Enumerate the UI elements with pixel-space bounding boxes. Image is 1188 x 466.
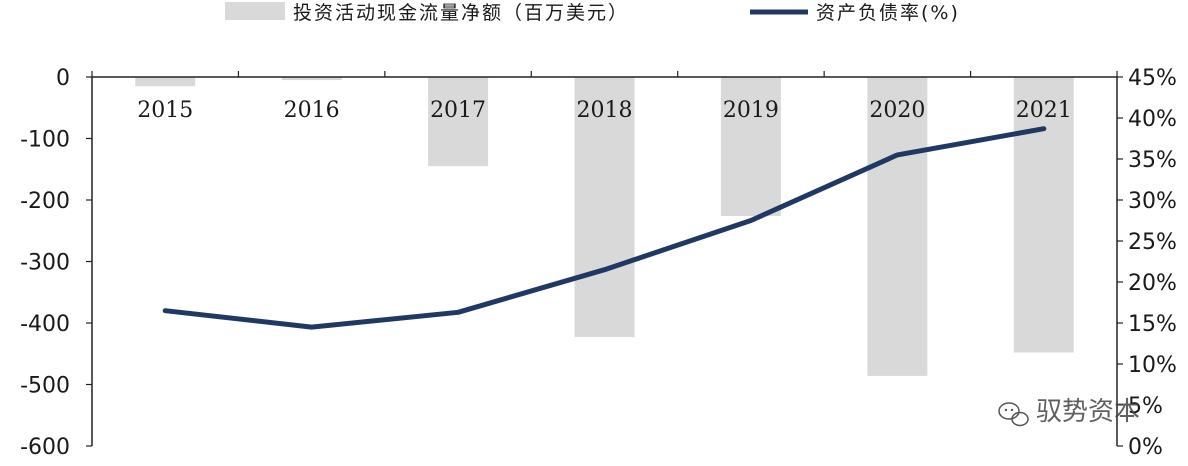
right-axis-tick-label: 40% [1128, 107, 1177, 132]
line-series [162, 126, 1047, 330]
left-axis-tick-label: -200 [20, 189, 70, 214]
legend: 投资活动现金流量净额（百万美元） 资产负债率(%) [225, 2, 960, 24]
right-axis-tick-label: 30% [1128, 189, 1177, 214]
category-label-2018: 2018 [577, 98, 633, 123]
bar-2017 [428, 77, 489, 167]
bar-2016 [281, 77, 342, 81]
bar-2021 [1013, 77, 1074, 353]
category-label-2017: 2017 [430, 98, 486, 123]
bar-series [135, 77, 1074, 376]
wechat-icon [998, 402, 1029, 427]
left-axis-tick-label: -100 [20, 128, 70, 153]
category-labels: 2015 2016 2017 2018 2019 2020 2021 [137, 98, 1072, 123]
legend-label-line: 资产负债率(%) [816, 2, 960, 24]
bar-2020 [867, 77, 928, 376]
watermark-text: 驭势资本 [1036, 397, 1140, 427]
right-axis-tick-label: 35% [1128, 148, 1177, 173]
left-axis-tick-label: -400 [20, 312, 70, 337]
category-label-2019: 2019 [723, 98, 779, 123]
left-axis-tick-label: -600 [20, 435, 70, 460]
legend-swatch-bar [225, 2, 285, 20]
category-label-2015: 2015 [137, 98, 193, 123]
right-axis-tick-label: 20% [1128, 271, 1177, 296]
line-debt-ratio [162, 126, 1047, 330]
category-label-2016: 2016 [284, 98, 340, 123]
right-axis-tick-label: 10% [1128, 353, 1177, 378]
right-axis-tick-label: 0% [1128, 435, 1163, 460]
axes: 0 -100 -200 -300 -400 -500 -600 45% 40% 35% 30% 25%… [20, 66, 1177, 460]
bar-2015 [135, 77, 196, 87]
legend-label-bar: 投资活动现金流量净额（百万美元） [293, 2, 629, 24]
bar-2019 [720, 77, 781, 216]
right-axis-tick-label: 15% [1128, 312, 1177, 337]
bar-2018 [574, 77, 635, 338]
left-axis-tick-label: -500 [20, 374, 70, 399]
watermark: 驭势资本 [998, 397, 1140, 427]
category-label-2020: 2020 [869, 98, 925, 123]
right-axis-tick-label: 45% [1128, 66, 1177, 91]
right-axis-tick-label: 5% [1128, 394, 1163, 419]
left-axis-tick-label: -300 [20, 251, 70, 276]
left-axis-tick-label: 0 [56, 66, 70, 91]
category-label-2021: 2021 [1016, 98, 1072, 123]
right-axis-tick-label: 25% [1128, 230, 1177, 255]
